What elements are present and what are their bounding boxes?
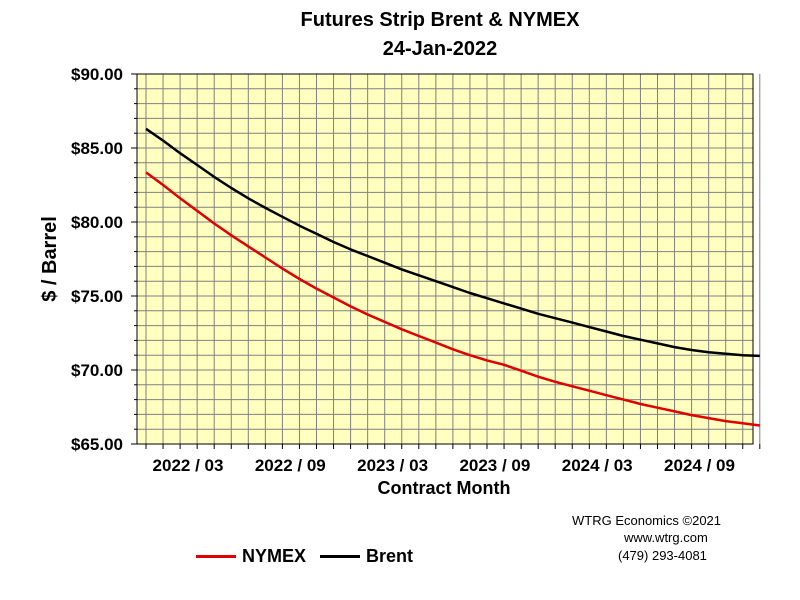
- x-tick-label: 2022 / 03: [153, 456, 224, 475]
- y-tick-label: $70.00: [71, 361, 123, 380]
- plot-area: [136, 73, 754, 445]
- credit-phone: (479) 293-4081: [618, 548, 707, 563]
- y-tick-label: $75.00: [71, 287, 123, 306]
- x-axis-label: Contract Month: [378, 478, 511, 498]
- chart-title: Futures Strip Brent & NYMEX: [300, 9, 580, 31]
- x-tick-label: 2022 / 09: [255, 456, 326, 475]
- legend-item-brent: Brent: [320, 544, 413, 568]
- series-line-brent: [145, 127, 760, 358]
- y-tick-label: $80.00: [71, 213, 123, 232]
- plot-border: [136, 73, 754, 445]
- x-axis-tick-labels: 2022 / 03 2022 / 09 2023 / 03 2023 / 09 2024…: [153, 456, 735, 475]
- x-tick-label: 2023 / 03: [357, 456, 428, 475]
- y-axis-tick-labels: $65.00 $70.00 $75.00 $80.00 $85.00 $90.00: [71, 65, 123, 454]
- series-lines: [145, 127, 760, 427]
- y-tick-label: $65.00: [71, 435, 123, 454]
- legend-label-brent: Brent: [366, 545, 414, 566]
- y-tick-label: $90.00: [71, 65, 123, 84]
- credit-website: www.wtrg.com: [624, 530, 708, 545]
- x-tick-label: 2024 / 09: [664, 456, 735, 475]
- y-tick-label: $85.00: [71, 139, 123, 158]
- legend-item-nymex: NYMEX: [196, 544, 306, 568]
- series-line-nymex: [145, 171, 760, 427]
- legend-swatch-nymex: [196, 554, 236, 558]
- legend-label-nymex: NYMEX: [242, 545, 307, 566]
- x-tick-label: 2024 / 03: [562, 456, 633, 475]
- legend-swatch-brent: [320, 554, 360, 558]
- grid-lines: [137, 73, 761, 445]
- chart-subtitle: 24-Jan-2022: [382, 38, 498, 60]
- y-axis-label: $ / Barrel: [39, 216, 61, 302]
- credit-company: WTRG Economics ©2021: [572, 513, 722, 528]
- x-tick-label: 2023 / 09: [459, 456, 530, 475]
- axis-ticks: [131, 73, 761, 449]
